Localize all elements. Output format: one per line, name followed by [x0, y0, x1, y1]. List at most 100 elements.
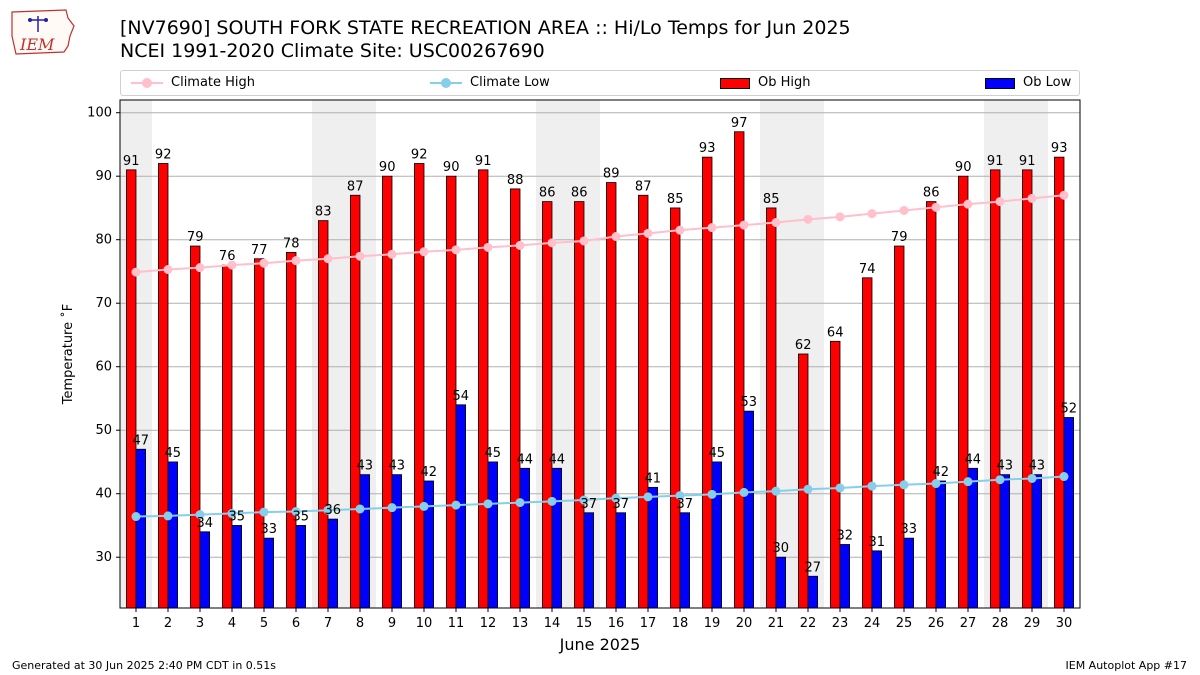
climate-low-point [483, 499, 493, 509]
climate-high-point [547, 238, 557, 248]
y-tick-label: 90 [95, 169, 112, 184]
ob-low-bar-label: 47 [133, 433, 150, 448]
climate-high-point [387, 249, 397, 259]
x-tick-label: 1 [132, 616, 140, 631]
ob-high-bar [958, 175, 969, 609]
climate-high-point [131, 267, 141, 277]
y-tick-label: 80 [95, 233, 112, 248]
ob-low-bar [935, 480, 947, 609]
ob-high-bar [990, 169, 1001, 609]
x-tick-label: 8 [356, 616, 364, 631]
x-tick-label: 22 [800, 616, 817, 631]
ob-high-bar [253, 258, 265, 609]
climate-high-point [419, 247, 429, 257]
climate-high-point [355, 251, 365, 261]
x-tick-label: 21 [768, 616, 785, 631]
ob-high-bar-label: 91 [987, 154, 1004, 169]
ob-low-bar-label: 52 [1061, 402, 1078, 417]
ob-high-bar-label: 93 [699, 141, 716, 156]
legend-label: Ob Low [1023, 75, 1072, 90]
ob-high-swatch-icon [718, 77, 750, 89]
climate-high-point [163, 265, 173, 275]
climate-low-point [867, 481, 877, 491]
ob-high-bar [830, 340, 841, 609]
ob-high-bar-label: 64 [827, 325, 844, 340]
climate-low-point [899, 480, 909, 490]
climate-low-point [323, 505, 333, 515]
ob-low-bar-label: 35 [293, 509, 310, 524]
ob-high-bar [285, 251, 297, 609]
climate-high-point [451, 245, 461, 255]
ob-high-bar [670, 207, 681, 609]
ob-low-bar [263, 537, 275, 609]
ob-low-bar [1063, 417, 1075, 609]
legend-item-ob-high: Ob High [718, 75, 811, 90]
ob-high-bar [862, 277, 873, 609]
y-tick-label: 30 [95, 550, 112, 565]
ob-low-bar-label: 43 [997, 459, 1014, 474]
ob-low-bar-label: 54 [453, 389, 470, 404]
ob-low-bar-label: 44 [517, 452, 534, 467]
climate-high-point [963, 199, 973, 209]
ob-low-bar-label: 43 [357, 459, 374, 474]
climate-low-line [135, 475, 1065, 518]
ob-low-bar-label: 37 [613, 497, 630, 512]
climate-high-point [323, 254, 333, 264]
ob-low-bar-label: 44 [965, 452, 982, 467]
y-tick-label: 60 [95, 360, 112, 375]
climate-high-point [1027, 193, 1037, 203]
x-tick-label: 13 [512, 616, 529, 631]
climate-low-point [707, 489, 717, 499]
x-tick-label: 30 [1056, 616, 1073, 631]
climate-low-point [995, 475, 1005, 485]
climate-low-point [355, 504, 365, 514]
ob-high-bar-label: 92 [155, 148, 172, 163]
legend-item-climate-low: Climate Low [430, 75, 550, 90]
climate-low-point [259, 507, 269, 517]
x-tick-label: 29 [1024, 616, 1041, 631]
ob-low-bar [807, 575, 819, 609]
ob-low-bar [743, 410, 755, 609]
x-tick-label: 25 [896, 616, 913, 631]
climate-high-point [515, 240, 525, 250]
ob-low-bar [647, 486, 659, 609]
ob-high-bar-label: 85 [763, 192, 780, 207]
ob-high-bar [894, 245, 905, 609]
ob-high-bar-label: 77 [251, 243, 268, 258]
climate-low-point [195, 510, 205, 520]
climate-high-point [707, 223, 717, 233]
climate-high-point [771, 218, 781, 228]
ob-low-bar-label: 31 [869, 535, 886, 550]
ob-low-bar [167, 461, 179, 609]
ob-low-bar-label: 33 [261, 522, 278, 537]
legend-label: Ob High [758, 75, 811, 90]
ob-low-bar-label: 34 [197, 516, 214, 531]
ob-low-bar [615, 512, 627, 609]
ob-high-bar-label: 79 [891, 230, 908, 245]
ob-low-bar [679, 512, 691, 609]
ob-high-bar [126, 169, 137, 609]
ob-high-bar-label: 91 [475, 154, 492, 169]
x-tick-label: 16 [608, 616, 625, 631]
x-tick-label: 27 [960, 616, 977, 631]
x-tick-label: 20 [736, 616, 753, 631]
ob-high-bar [542, 201, 553, 609]
ob-high-bar [1054, 156, 1065, 609]
climate-high-point [739, 220, 749, 230]
ob-low-bar [359, 474, 371, 609]
climate-low-point [739, 487, 749, 497]
y-tick-label: 70 [95, 296, 112, 311]
climate-low-point [963, 477, 973, 487]
ob-high-bar-label: 87 [635, 179, 652, 194]
ob-high-bar-label: 93 [1051, 141, 1068, 156]
ob-low-bar-label: 45 [709, 446, 726, 461]
ob-low-bar-label: 30 [773, 541, 790, 556]
ob-low-bar [903, 537, 915, 609]
x-tick-label: 3 [196, 616, 204, 631]
ob-low-bar [231, 525, 243, 609]
climate-high-point [291, 256, 301, 266]
generated-timestamp: Generated at 30 Jun 2025 2:40 PM CDT in … [12, 659, 277, 672]
ob-high-bar [734, 131, 745, 609]
y-axis-label: Temperature ˚F [60, 304, 76, 405]
climate-high-line [135, 194, 1065, 274]
